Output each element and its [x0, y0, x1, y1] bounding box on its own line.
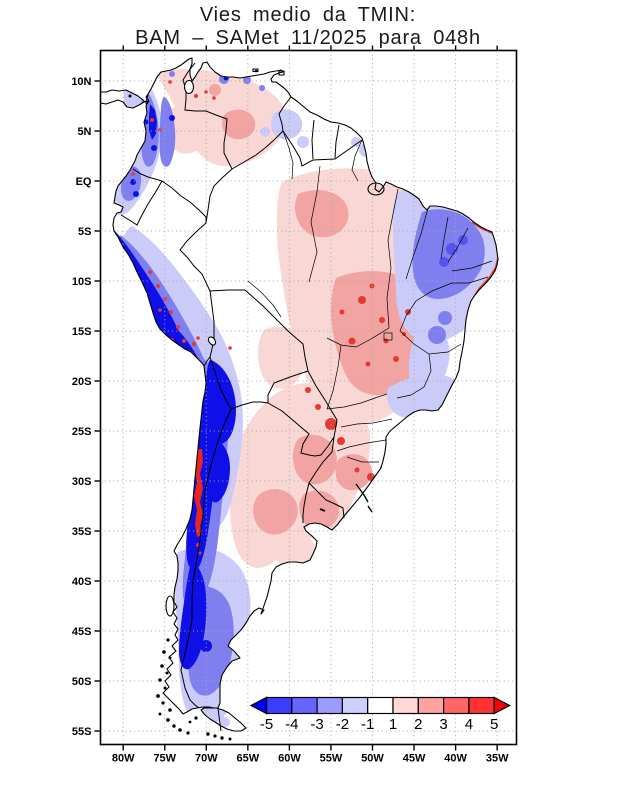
- chart-title-line1: Vies medio da TMIN:: [200, 4, 416, 26]
- y-tick-label: 50S: [72, 676, 92, 688]
- plot-frame: [99, 49, 518, 746]
- colorbar-legend: -5 -4 -3 -2 -1 1 2 3 4 5: [249, 696, 512, 733]
- y-tick-label: 20S: [72, 376, 92, 388]
- colorbar-label: 2: [414, 716, 422, 733]
- x-tick-label: 55W: [320, 753, 343, 765]
- y-tick-label: 30S: [72, 476, 92, 488]
- x-tick-label: 60W: [278, 753, 301, 765]
- bias-red-spots: [124, 80, 498, 555]
- map-area: 10N 5N EQ 5S 10S 15S 20S 25S 30S 35S 40S 45S 50S 55S 8…: [71, 45, 518, 765]
- coastline: [100, 57, 499, 732]
- axis-ticks-and-labels: 10N 5N EQ 5S 10S 15S 20S 25S 30S 35S 40S 45S 50S 55S 8…: [71, 45, 509, 765]
- y-tick-label: EQ: [76, 176, 92, 188]
- y-tick-label: 25S: [72, 426, 92, 438]
- colorbar-label: -4: [285, 716, 298, 733]
- state-borders: [247, 130, 493, 463]
- colorbar-label: -2: [336, 716, 349, 733]
- x-tick-label: 45W: [403, 753, 426, 765]
- colorbar-cell: [443, 696, 470, 715]
- y-tick-label: 45S: [72, 626, 92, 638]
- colorbar-arrow-left: [249, 696, 268, 715]
- colorbar-cell: [468, 696, 495, 715]
- chart-title-line2: BAM – SAMet 11/2025 para 048h: [135, 27, 481, 49]
- colorbar-cell: [367, 696, 394, 715]
- y-tick-label: 10S: [72, 276, 92, 288]
- x-tick-label: 35W: [486, 753, 509, 765]
- colorbar-cell: [316, 696, 344, 715]
- colorbar-label: 5: [490, 716, 498, 733]
- colorbar-cell: [341, 696, 369, 715]
- y-tick-label: 35S: [72, 526, 92, 538]
- colorbar-label: 1: [389, 716, 397, 733]
- colorbar-cell: [265, 696, 293, 715]
- y-tick-label: 10N: [71, 76, 91, 88]
- colorbar-arrow-right: [493, 696, 512, 715]
- colorbar-label: -3: [310, 716, 323, 733]
- y-tick-label: 15S: [72, 326, 92, 338]
- colorbar-cell: [291, 696, 318, 715]
- colorbar-label: -1: [361, 716, 374, 733]
- bias-strong-negative-pockets: [439, 235, 468, 267]
- colorbar-label: 4: [465, 716, 473, 733]
- x-tick-label: 40W: [444, 753, 467, 765]
- fjord-islands: [128, 69, 258, 741]
- x-tick-label: 70W: [195, 753, 218, 765]
- x-tick-label: 65W: [237, 753, 260, 765]
- y-tick-label: 5N: [77, 126, 91, 138]
- x-tick-label: 80W: [112, 753, 135, 765]
- colorbar-label: -5: [260, 716, 273, 733]
- colorbar-cell: [417, 696, 445, 715]
- colorbar-label: 3: [439, 716, 447, 733]
- y-tick-label: 5S: [78, 226, 91, 238]
- x-tick-label: 75W: [153, 753, 176, 765]
- y-tick-label: 55S: [72, 726, 92, 738]
- y-tick-label: 40S: [72, 576, 92, 588]
- x-tick-label: 50W: [361, 753, 384, 765]
- colorbar-cell: [392, 696, 419, 715]
